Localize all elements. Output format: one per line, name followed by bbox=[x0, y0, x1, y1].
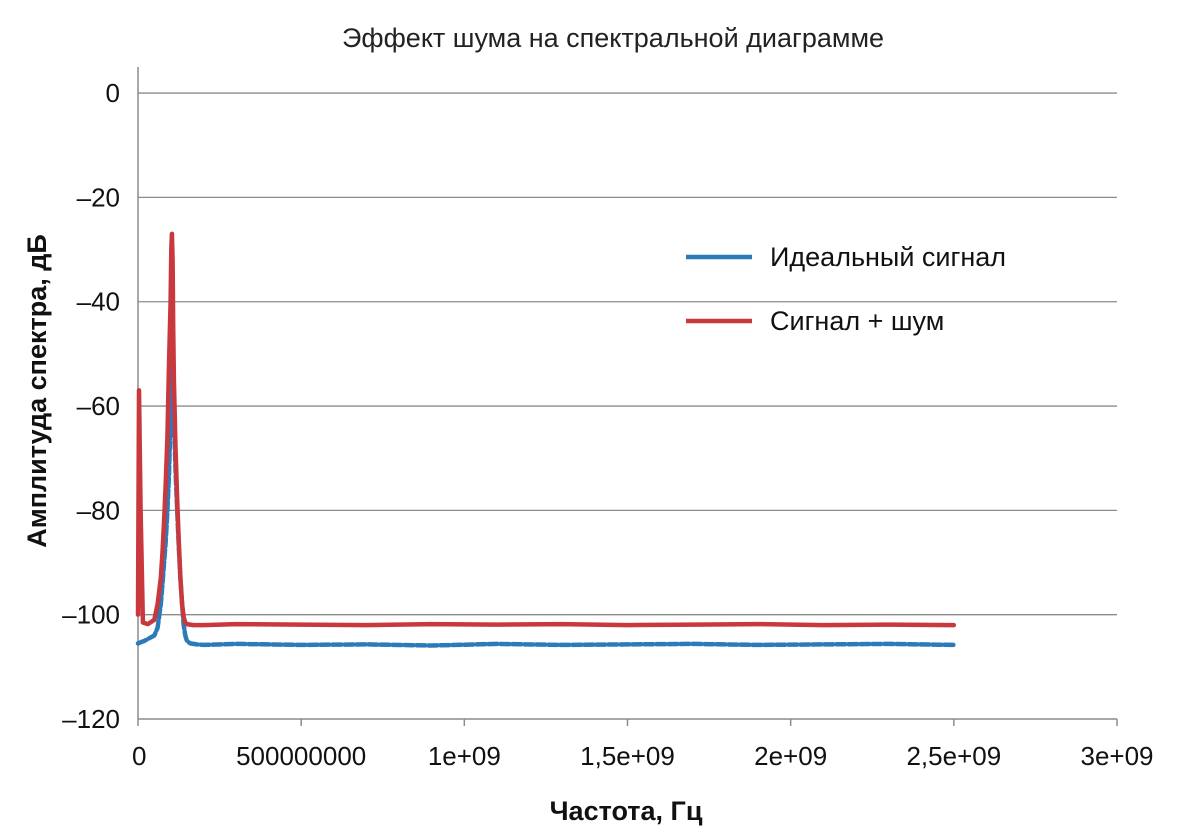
chart-title: Эффект шума на спектральной диаграмме bbox=[342, 23, 884, 53]
y-tick-label: –80 bbox=[77, 495, 120, 525]
x-tick-label: 1,5e+09 bbox=[580, 741, 675, 771]
y-tick-label: –40 bbox=[77, 287, 120, 317]
series-lines bbox=[135, 231, 957, 648]
x-tick-labels: 0 500000000 1e+09 1,5e+09 2e+09 2,5e+09 3e+09 bbox=[132, 719, 1154, 771]
y-tick-labels: 0 –20 –40 –60 –80 –100 –120 bbox=[62, 78, 120, 734]
grid-lines bbox=[138, 92, 1117, 616]
legend-label: Идеальный сигнал bbox=[770, 242, 1006, 272]
series-line bbox=[135, 341, 957, 648]
legend-label: Сигнал + шум bbox=[770, 306, 944, 336]
y-tick-label: –100 bbox=[62, 600, 120, 630]
x-tick-label: 500000000 bbox=[236, 741, 366, 771]
y-tick-label: –20 bbox=[77, 182, 120, 212]
x-tick-label: 1e+09 bbox=[428, 741, 501, 771]
y-tick-label: –120 bbox=[62, 704, 120, 734]
y-tick-label: 0 bbox=[106, 78, 120, 108]
x-tick-label: 0 bbox=[132, 741, 146, 771]
x-tick-label: 2e+09 bbox=[754, 741, 827, 771]
series-line bbox=[135, 231, 957, 628]
x-tick-label: 2,5e+09 bbox=[906, 741, 1001, 771]
y-tick-label: –60 bbox=[77, 391, 120, 421]
x-axis-title: Частота, Гц bbox=[550, 796, 703, 826]
y-axis-title: Амплитуда спектра, дБ bbox=[22, 234, 52, 548]
legend: Идеальный сигнал Сигнал + шум bbox=[686, 242, 1006, 336]
x-tick-label: 3e+09 bbox=[1080, 741, 1153, 771]
axes bbox=[137, 67, 1117, 720]
